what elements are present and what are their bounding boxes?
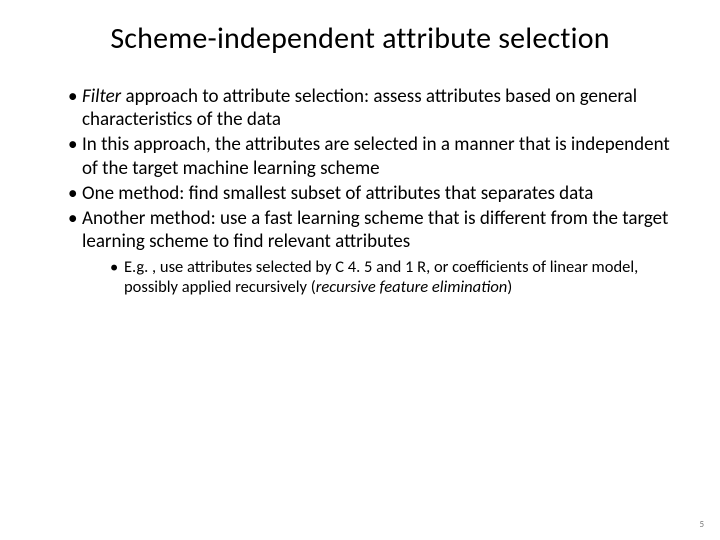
bullet-emphasis: Filter: [82, 85, 121, 108]
bullet-text: In this approach, the attributes are sel…: [82, 133, 670, 179]
bullet-item: Filter approach to attribute selection: …: [68, 85, 670, 131]
slide-title: Scheme-independent attribute selection: [50, 20, 670, 57]
sub-bullet-text-post: ): [507, 277, 512, 297]
sub-bullet-item: E.g. , use attributes selected by C 4. 5…: [110, 257, 670, 297]
page-number: 5: [699, 519, 704, 530]
bullet-text: Another method: use a fast learning sche…: [82, 207, 668, 253]
bullet-list: Filter approach to attribute selection: …: [50, 85, 670, 297]
bullet-text: One method: find smallest subset of attr…: [82, 182, 593, 205]
sub-bullet-emphasis: recursive feature elimination: [316, 277, 508, 297]
bullet-item: In this approach, the attributes are sel…: [68, 133, 670, 179]
sub-bullet-list: E.g. , use attributes selected by C 4. 5…: [82, 257, 670, 297]
bullet-text: approach to attribute selection: assess …: [82, 85, 637, 131]
bullet-item: Another method: use a fast learning sche…: [68, 207, 670, 298]
slide: Scheme-independent attribute selection F…: [0, 0, 720, 540]
bullet-item: One method: find smallest subset of attr…: [68, 182, 670, 205]
